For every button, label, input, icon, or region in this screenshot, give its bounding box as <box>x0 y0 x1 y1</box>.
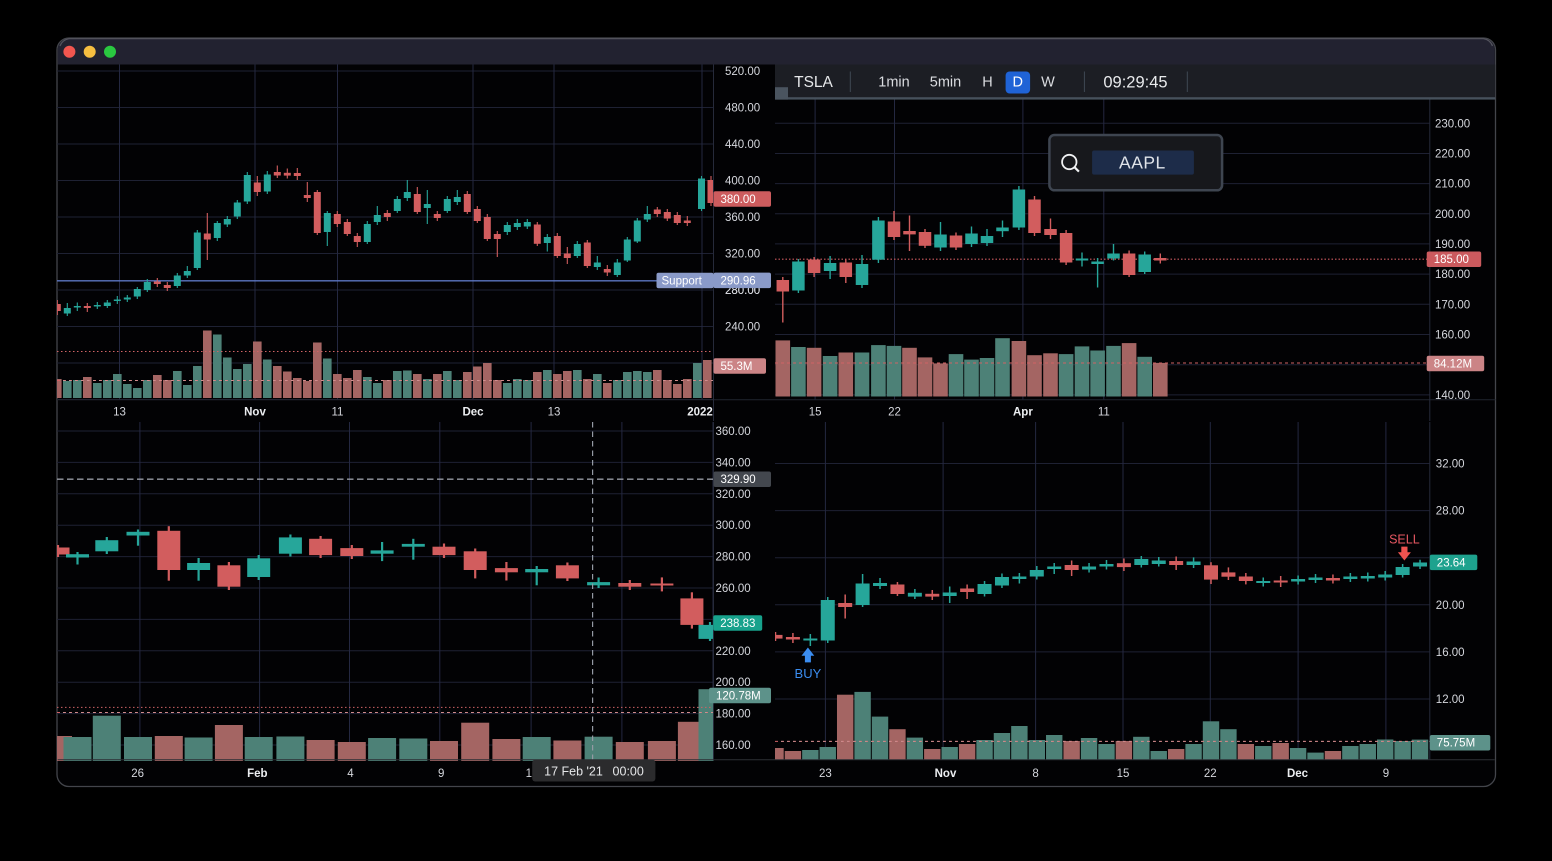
svg-text:Apr: Apr <box>1013 407 1033 419</box>
svg-text:09:29:45: 09:29:45 <box>1103 74 1167 92</box>
svg-text:320.00: 320.00 <box>716 489 751 501</box>
svg-text:Feb: Feb <box>247 768 267 780</box>
svg-text:D: D <box>1013 75 1023 91</box>
svg-text:238.83: 238.83 <box>720 618 755 630</box>
svg-text:Dec: Dec <box>462 407 484 419</box>
svg-text:190.00: 190.00 <box>1435 239 1470 251</box>
svg-text:200.00: 200.00 <box>1435 209 1470 221</box>
svg-text:230.00: 230.00 <box>1435 118 1470 130</box>
svg-text:160.00: 160.00 <box>716 740 751 752</box>
svg-text:329.90: 329.90 <box>721 474 756 486</box>
svg-text:260.00: 260.00 <box>716 583 751 595</box>
svg-text:SELL: SELL <box>1389 533 1420 547</box>
svg-text:280.00: 280.00 <box>716 552 751 564</box>
svg-text:15: 15 <box>809 407 822 419</box>
svg-text:8: 8 <box>1032 768 1038 780</box>
svg-text:23: 23 <box>819 768 832 780</box>
svg-text:180.00: 180.00 <box>716 709 751 721</box>
svg-text:17 Feb '21 00:00: 17 Feb '21 00:00 <box>544 765 644 779</box>
svg-text:22: 22 <box>888 407 901 419</box>
svg-text:520.00: 520.00 <box>725 66 760 78</box>
svg-text:75.75M: 75.75M <box>1437 738 1475 750</box>
svg-text:360.00: 360.00 <box>725 212 760 224</box>
svg-text:140.00: 140.00 <box>1435 390 1470 402</box>
svg-text:5min: 5min <box>930 75 961 91</box>
svg-text:180.00: 180.00 <box>1435 269 1470 281</box>
svg-text:340.00: 340.00 <box>716 457 751 469</box>
svg-text:26: 26 <box>131 768 144 780</box>
svg-text:84.12M: 84.12M <box>1434 359 1472 371</box>
svg-text:160.00: 160.00 <box>1435 330 1470 342</box>
svg-text:11: 11 <box>332 407 344 419</box>
svg-text:360.00: 360.00 <box>716 426 751 438</box>
svg-text:15: 15 <box>1117 768 1130 780</box>
svg-text:120.78M: 120.78M <box>716 691 761 703</box>
svg-text:13: 13 <box>548 407 561 419</box>
svg-text:4: 4 <box>347 768 354 780</box>
svg-text:9: 9 <box>438 768 444 780</box>
svg-text:11: 11 <box>1098 407 1110 419</box>
svg-text:16.00: 16.00 <box>1436 647 1465 659</box>
svg-text:32.00: 32.00 <box>1436 459 1465 471</box>
svg-text:Dec: Dec <box>1287 768 1309 780</box>
svg-text:185.00: 185.00 <box>1434 254 1469 266</box>
svg-text:220.00: 220.00 <box>1435 149 1470 161</box>
svg-text:480.00: 480.00 <box>725 103 760 115</box>
svg-text:210.00: 210.00 <box>1435 179 1470 191</box>
svg-text:20.00: 20.00 <box>1436 600 1465 612</box>
svg-text:23.64: 23.64 <box>1437 557 1466 569</box>
svg-text:1min: 1min <box>878 75 909 91</box>
svg-text:H: H <box>982 75 992 91</box>
svg-text:BUY: BUY <box>795 666 822 681</box>
svg-text:380.00: 380.00 <box>721 194 756 206</box>
svg-text:300.00: 300.00 <box>716 520 751 532</box>
svg-text:55.3M: 55.3M <box>721 361 753 373</box>
svg-text:290.96: 290.96 <box>721 275 756 287</box>
svg-text:9: 9 <box>1383 768 1389 780</box>
svg-text:13: 13 <box>113 407 126 419</box>
svg-text:Support: Support <box>662 276 703 288</box>
svg-text:TSLA: TSLA <box>794 74 833 91</box>
svg-text:220.00: 220.00 <box>716 646 751 658</box>
svg-text:Nov: Nov <box>935 768 957 780</box>
svg-text:22: 22 <box>1204 768 1217 780</box>
svg-text:AAPL: AAPL <box>1119 153 1166 173</box>
svg-text:28.00: 28.00 <box>1436 506 1465 518</box>
svg-text:240.00: 240.00 <box>725 322 760 334</box>
svg-text:440.00: 440.00 <box>725 139 760 151</box>
svg-text:200.00: 200.00 <box>716 677 751 689</box>
svg-text:400.00: 400.00 <box>725 176 760 188</box>
svg-text:Nov: Nov <box>244 407 266 419</box>
svg-text:320.00: 320.00 <box>725 249 760 261</box>
svg-text:2022: 2022 <box>687 407 713 419</box>
svg-text:12.00: 12.00 <box>1436 694 1465 706</box>
svg-text:W: W <box>1041 75 1055 91</box>
svg-text:170.00: 170.00 <box>1435 299 1470 311</box>
